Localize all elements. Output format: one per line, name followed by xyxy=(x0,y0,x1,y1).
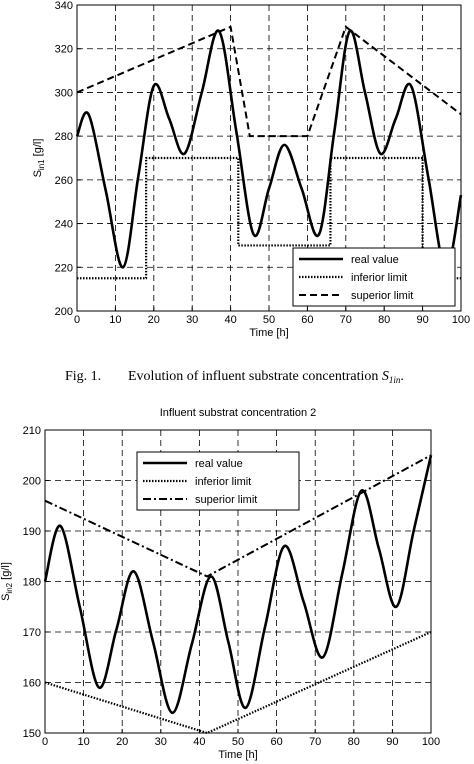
chart: 0 10 20 30 40 50 60 70 80 90 100 200 220 240 260 280 300… xyxy=(32,0,470,339)
y-label-sub: in2 xyxy=(5,582,14,593)
y-tick-label: 260 xyxy=(55,175,73,187)
y-tick-label: 150 xyxy=(23,728,41,740)
x-tick-label: 20 xyxy=(116,736,128,748)
y-label-unit: [g/l] xyxy=(0,562,12,583)
x-tick-label: 40 xyxy=(193,736,205,748)
x-tick-label: 100 xyxy=(452,314,470,326)
legend-label: superior limit xyxy=(195,494,257,506)
data-line xyxy=(77,156,461,280)
x-axis-label: Time [h] xyxy=(218,749,257,761)
y-tick-label: 200 xyxy=(23,476,41,488)
y-tick-label: 280 xyxy=(55,131,73,143)
y-tick-label: 320 xyxy=(55,44,73,56)
y-tick-label: 210 xyxy=(23,425,41,437)
legend-label: real value xyxy=(351,254,399,266)
caption-text: Evolution of influent substrate concentr… xyxy=(128,369,382,384)
y-axis-label: Sin2 [g/l] xyxy=(0,562,14,601)
y-tick-label: 220 xyxy=(55,262,73,274)
legend-label: inferior limit xyxy=(195,476,251,488)
x-tick-label: 80 xyxy=(378,314,390,326)
data-line xyxy=(75,29,463,271)
legend-label: superior limit xyxy=(351,290,413,302)
caption-sub: 1in xyxy=(389,375,401,385)
caption-label: Fig. 1. xyxy=(65,369,101,384)
y-tick-label: 180 xyxy=(23,577,41,589)
x-tick-label: 100 xyxy=(422,736,440,748)
caption: Fig. 1. Evolution of influent substrate c… xyxy=(65,369,404,385)
x-tick-label: 60 xyxy=(270,736,282,748)
x-tick-label: 70 xyxy=(340,314,352,326)
data-line xyxy=(44,454,432,578)
x-tick-label: 70 xyxy=(309,736,321,748)
y-label-sub: in1 xyxy=(37,159,46,170)
x-tick-label: 30 xyxy=(155,736,167,748)
chart: Influent substrat concentration 2 0 10 20 30… xyxy=(0,407,440,761)
plot-frame xyxy=(76,4,462,312)
x-tick-label: 20 xyxy=(148,314,160,326)
x-tick-label: 90 xyxy=(416,314,428,326)
y-tick-label: 240 xyxy=(55,219,73,231)
legend-label: real value xyxy=(195,458,243,470)
y-tick-label: 190 xyxy=(23,526,41,538)
y-tick-label: 170 xyxy=(23,627,41,639)
x-tick-label: 40 xyxy=(224,314,236,326)
x-tick-label: 80 xyxy=(348,736,360,748)
plot-frame xyxy=(44,429,432,734)
x-axis-label: Time [h] xyxy=(249,327,288,339)
chart-title: Influent substrat concentration 2 xyxy=(160,407,317,419)
data-line xyxy=(43,454,433,715)
y-tick-label: 160 xyxy=(23,678,41,690)
legend-label: inferior limit xyxy=(351,272,407,284)
y-label-main: S xyxy=(0,594,12,601)
y-tick-label: 200 xyxy=(55,306,73,318)
x-tick-label: 0 xyxy=(42,736,48,748)
x-tick-label: 30 xyxy=(186,314,198,326)
caption-end: . xyxy=(400,369,404,384)
x-tick-label: 90 xyxy=(386,736,398,748)
data-line xyxy=(44,630,432,735)
data-line xyxy=(76,25,462,138)
x-tick-label: 0 xyxy=(74,314,80,326)
x-tick-label: 50 xyxy=(232,736,244,748)
x-tick-label: 50 xyxy=(263,314,275,326)
y-axis-label: Sin1 [g/l] xyxy=(32,139,46,178)
x-tick-label: 10 xyxy=(109,314,121,326)
x-tick-label: 10 xyxy=(77,736,89,748)
y-label-main: S xyxy=(32,170,44,177)
caption-symbol: S xyxy=(382,369,389,384)
y-tick-label: 300 xyxy=(55,87,73,99)
x-tick-label: 60 xyxy=(301,314,313,326)
y-label-unit: [g/l] xyxy=(32,139,44,160)
y-tick-label: 340 xyxy=(55,0,73,12)
